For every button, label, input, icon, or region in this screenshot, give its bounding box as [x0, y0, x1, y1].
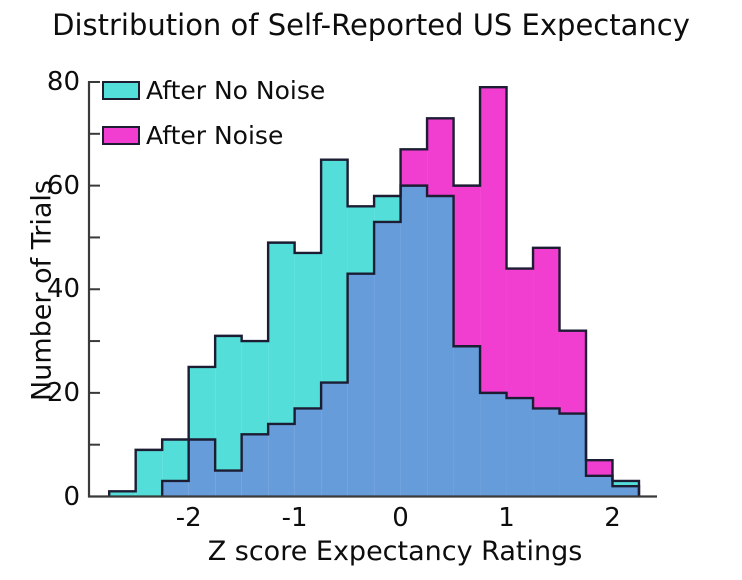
legend-swatch-no-noise	[102, 80, 140, 100]
bar-noise-segment	[533, 247, 560, 409]
bar-overlap-segment	[480, 392, 507, 497]
bar-noise-segment	[506, 268, 534, 399]
y-tick-label: 20	[46, 377, 80, 408]
bar-no-noise-segment	[241, 341, 269, 435]
bar-no-noise-segment	[612, 480, 639, 487]
bar-overlap-segment	[374, 221, 401, 497]
x-axis-title: Z score Expectancy Ratings	[207, 536, 583, 567]
bar-no-noise-segment	[374, 195, 401, 222]
bar-overlap-segment	[321, 382, 348, 497]
x-tick-label: 2	[604, 503, 621, 533]
bar-noise-segment	[453, 185, 481, 347]
bar-noise-segment	[400, 149, 428, 186]
legend-row-no-noise: After No Noise	[102, 74, 325, 106]
bar-overlap-segment	[294, 408, 322, 497]
bar-no-noise-segment	[135, 449, 163, 497]
bar-overlap-segment	[347, 273, 375, 497]
bar-overlap-segment	[453, 346, 481, 497]
bar-no-noise-segment	[109, 491, 136, 497]
bar-overlap-segment	[612, 486, 639, 497]
bar-no-noise-segment	[162, 439, 189, 481]
bar-noise-segment	[427, 118, 454, 196]
bar-no-noise-segment	[215, 335, 242, 471]
bar-overlap-segment	[400, 185, 428, 497]
x-tick-label: -1	[281, 503, 308, 533]
x-tick-label: -2	[175, 503, 202, 533]
bar-overlap-segment	[162, 480, 189, 497]
legend-label-noise: After Noise	[146, 120, 284, 150]
chart-title: Distribution of Self-Reported US Expecta…	[52, 8, 690, 42]
bar-overlap-segment	[215, 470, 242, 497]
bar-overlap-segment	[241, 434, 269, 497]
bar-no-noise-segment	[347, 206, 375, 274]
x-tick-label: 0	[392, 503, 409, 533]
bar-overlap-segment	[268, 423, 295, 497]
legend-label-no-noise: After No Noise	[146, 75, 326, 105]
bar-overlap-segment	[506, 398, 534, 497]
bar-overlap-segment	[559, 413, 587, 497]
y-axis-title: Number of Trials	[26, 180, 58, 401]
bar-overlap-segment	[188, 439, 216, 497]
y-tick-label: 80	[46, 67, 80, 97]
bar-overlap-segment	[533, 408, 560, 497]
no-noise-outline	[107, 158, 641, 497]
bar-overlap-segment	[427, 195, 454, 497]
legend-swatch-noise	[102, 125, 140, 145]
legend: After No Noise After Noise	[102, 74, 325, 164]
bar-noise-segment	[480, 87, 507, 393]
bar-no-noise-segment	[268, 242, 295, 424]
bar-no-noise-segment	[188, 366, 216, 440]
legend-row-noise: After Noise	[102, 119, 325, 151]
y-tick-label: 60	[46, 170, 80, 201]
y-tick-label: 40	[46, 274, 80, 305]
x-tick-label: 1	[498, 503, 515, 533]
y-tick-label: 0	[63, 481, 80, 512]
bar-overlap-segment	[586, 475, 613, 497]
bar-noise-segment	[559, 330, 587, 414]
bar-no-noise-segment	[294, 252, 322, 409]
bar-noise-segment	[586, 460, 613, 476]
bar-no-noise-segment	[321, 159, 348, 383]
